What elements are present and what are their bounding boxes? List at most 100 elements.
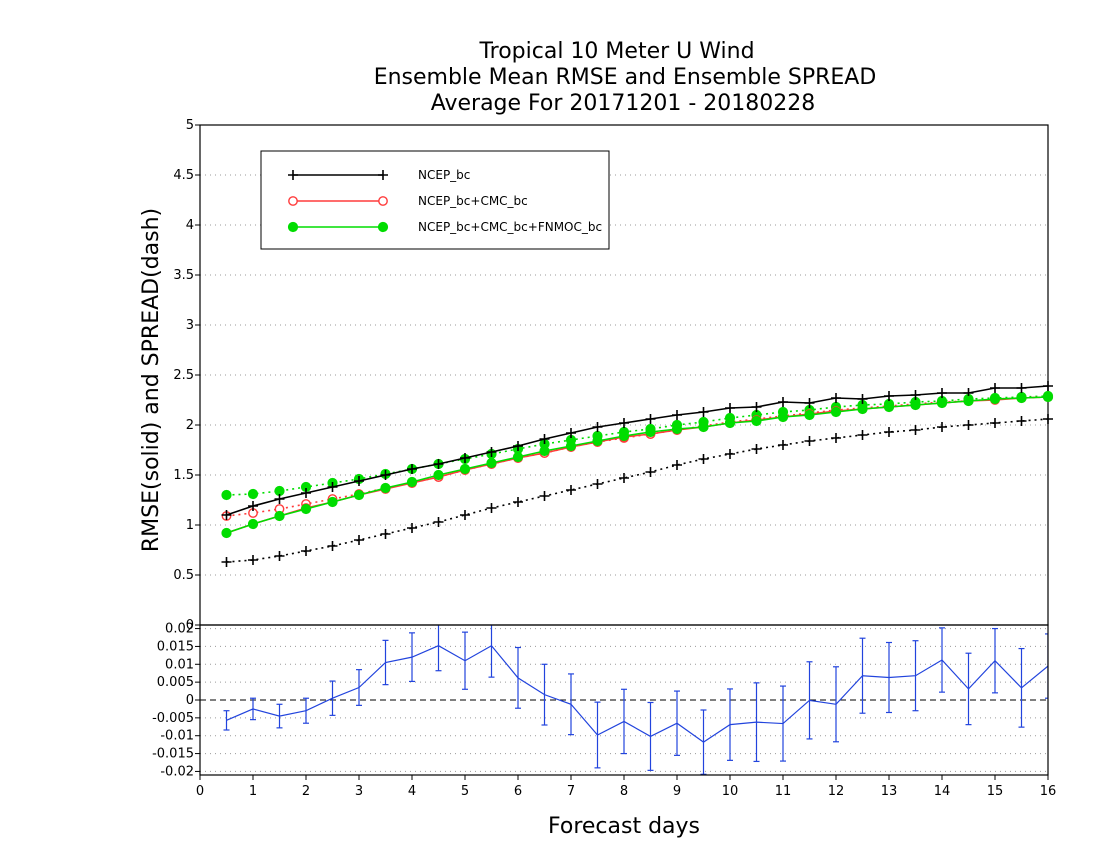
- rmse-point: [1016, 392, 1027, 404]
- series-1-spread: [221, 392, 1053, 521]
- top-y-tick-label: 3: [186, 318, 194, 333]
- x-tick-label: 2: [302, 784, 310, 799]
- top-y-tick-label: 5: [186, 118, 194, 133]
- legend-label: NCEP_bc+CMC_bc: [418, 194, 528, 208]
- legend-label: NCEP_bc+CMC_bc+FNMOC_bc: [418, 220, 602, 234]
- error-bar: [409, 632, 415, 683]
- top-y-tick-label: 2: [186, 418, 194, 433]
- rmse-point: [486, 447, 497, 457]
- rmse-point: [459, 463, 471, 475]
- rmse-point: [619, 418, 629, 428]
- rmse-point: [566, 428, 576, 438]
- rmse-point: [671, 423, 683, 435]
- chart-title-line-2: Ensemble Mean RMSE and Ensemble SPREAD: [374, 65, 877, 90]
- x-tick-label: 5: [461, 784, 469, 799]
- rmse-point: [327, 496, 338, 508]
- error-bar: [833, 666, 839, 743]
- bottom-y-tick-label: -0.02: [160, 764, 194, 779]
- series-2-rmse: [221, 391, 1054, 539]
- bottom-y-tick-label: 0: [186, 693, 194, 708]
- x-tick-label: 4: [408, 784, 416, 799]
- rmse-point: [248, 501, 258, 511]
- top-y-tick-label: 3.5: [173, 268, 194, 283]
- bottom-y-tick-label: 0.02: [165, 622, 194, 637]
- legend-box: [260, 150, 610, 250]
- rmse-line: [226, 385, 1049, 516]
- error-bar: [515, 646, 521, 709]
- spread-point: [751, 444, 762, 454]
- x-tick-label: 13: [881, 784, 898, 799]
- rmse-point: [513, 441, 523, 451]
- rmse-point: [221, 527, 232, 539]
- rmse-point: [672, 410, 682, 420]
- error-bar: [727, 688, 733, 761]
- rmse-point: [406, 476, 418, 488]
- rmse-point: [486, 457, 497, 469]
- x-tick-label: 8: [620, 784, 628, 799]
- spread-point: [831, 433, 841, 443]
- x-tick-label: 9: [673, 784, 681, 799]
- rmse-point: [884, 391, 894, 401]
- rmse-point: [539, 434, 550, 444]
- spread-point: [725, 449, 735, 459]
- top-y-tick-label: 1.5: [173, 468, 194, 483]
- spread-point: [513, 497, 523, 507]
- rmse-point: [407, 464, 417, 474]
- top-y-tick-label: 0.5: [173, 568, 194, 583]
- legend-marker-right: [378, 196, 388, 206]
- error-bar: [435, 625, 442, 672]
- top-y-tick-label: 1: [186, 518, 194, 533]
- spread-point: [460, 510, 470, 520]
- spread-point: [884, 427, 894, 437]
- spread-point: [910, 425, 921, 435]
- spread-point: [619, 473, 629, 483]
- spread-point: [698, 454, 709, 464]
- spread-point: [248, 555, 258, 565]
- spread-point: [354, 535, 364, 545]
- top-y-tick-label: 2.5: [173, 368, 194, 383]
- rmse-point: [857, 403, 868, 415]
- spread-point: [937, 422, 947, 432]
- error-bar: [806, 661, 813, 740]
- spread-point: [1043, 414, 1053, 424]
- x-axis: 0 1 2 3 4 5 6 7 8 9 10 11 12 13 14 15 16: [196, 775, 1056, 799]
- chart-titles: Tropical 10 Meter U Wind Ensemble Mean R…: [374, 39, 877, 116]
- rmse-point: [353, 489, 365, 501]
- rmse-point: [512, 451, 524, 463]
- rmse-point: [751, 415, 762, 427]
- rmse-line: [226, 396, 1049, 534]
- error-bar: [674, 690, 680, 756]
- legend-label: NCEP_bc: [418, 168, 470, 182]
- x-tick-label: 12: [828, 784, 845, 799]
- x-tick-label: 0: [196, 784, 204, 799]
- rmse-point: [300, 503, 312, 515]
- spread-point: [1016, 416, 1027, 426]
- rmse-point: [883, 401, 895, 413]
- error-bar: [223, 710, 230, 731]
- top-y-tick-label: 4: [186, 218, 194, 233]
- spread-point: [672, 460, 682, 470]
- bottom-panel: 0.02 0.015 0.01 0.005 0 -0.005 -0.01 -0.015 -0.0…: [152, 622, 1049, 779]
- error-bar: [992, 627, 998, 694]
- spread-point: [592, 479, 603, 489]
- error-bar: [1018, 647, 1025, 728]
- error-bar: [382, 639, 389, 686]
- chart-title-line-3: Average For 20171201 - 20180228: [431, 91, 816, 116]
- rmse-point: [910, 390, 921, 400]
- spread-point: [778, 440, 788, 450]
- rmse-point: [645, 426, 656, 438]
- rmse-point: [565, 440, 577, 452]
- x-tick-label: 3: [355, 784, 363, 799]
- bottom-y-tick-label: 0.01: [165, 657, 194, 672]
- spread-point: [301, 546, 311, 556]
- bottom-y-tick-label: -0.01: [160, 729, 194, 744]
- x-tick-label: 11: [775, 784, 792, 799]
- rmse-point: [592, 435, 603, 447]
- spread-line: [226, 418, 1049, 563]
- rmse-point: [380, 470, 391, 480]
- rmse-point: [830, 406, 842, 418]
- error-bar: [329, 680, 336, 716]
- legend-marker-right: [378, 170, 388, 180]
- error-bar: [250, 697, 256, 721]
- spread-point: [566, 485, 576, 495]
